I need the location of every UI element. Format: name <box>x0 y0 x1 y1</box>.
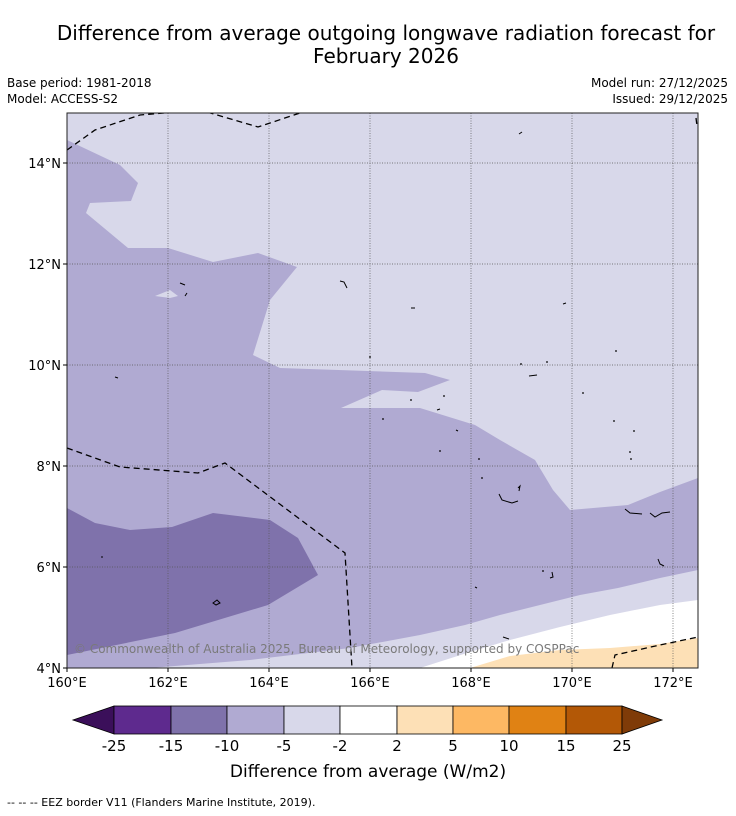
island <box>657 558 665 567</box>
lon-label: 166°E <box>350 676 390 691</box>
island <box>114 376 119 379</box>
plot-frame <box>66 112 699 669</box>
island <box>613 420 615 422</box>
lon-label: 162°E <box>148 676 188 691</box>
lon-label: 168°E <box>451 676 491 691</box>
island <box>549 571 554 579</box>
issued-date: Issued: 29/12/2025 <box>612 92 728 106</box>
colorbar-tick-label: 2 <box>392 737 402 755</box>
colorbar-segment <box>226 705 285 735</box>
colorbar-tick-label: -25 <box>102 737 127 755</box>
lat-labels: 14°N 12°N 10°N 8°N 6°N 4°N <box>28 157 61 677</box>
island <box>498 493 519 504</box>
meta-left: Base period: 1981-2018 Model: ACCESS-S2 <box>7 75 152 107</box>
island <box>184 292 188 297</box>
lat-label: 8°N <box>37 460 62 475</box>
colorbar-tick-label: 25 <box>612 737 631 755</box>
islands <box>101 131 671 640</box>
island <box>520 363 522 365</box>
lon-labels: 160°E 162°E 164°E 166°E 168°E 170°E 172°… <box>47 676 693 691</box>
island <box>179 282 186 286</box>
colorbar-segment <box>396 705 454 735</box>
colorbar-segment <box>113 705 172 735</box>
meta-right: Model run: 27/12/2025 Issued: 29/12/2025 <box>591 75 728 107</box>
island <box>478 458 480 460</box>
lon-label: 172°E <box>653 676 693 691</box>
model-name: Model: ACCESS-S2 <box>7 92 119 106</box>
band-light-orange <box>470 638 698 668</box>
model-run: Model run: 27/12/2025 <box>590 76 728 90</box>
base-period: Base period: 1981-2018 <box>7 76 152 90</box>
band-light-patch <box>155 290 178 298</box>
colorbar-tick-label: 10 <box>499 737 518 755</box>
colorbar-segment <box>283 705 341 735</box>
lat-label: 4°N <box>37 662 62 677</box>
island <box>436 408 441 411</box>
island <box>630 458 632 460</box>
island <box>518 131 523 135</box>
band-dark-purple <box>67 508 318 655</box>
island <box>562 302 567 305</box>
colorbar-label: Difference from average (W/m2) <box>229 762 507 782</box>
title-line-1: Difference from average outgoing longwav… <box>56 21 716 45</box>
colorbar-tick-label: -5 <box>277 737 292 755</box>
island <box>649 511 671 518</box>
colorbar-ticks: -25 -15 -10 -5 -2 2 5 10 15 25 <box>102 737 632 755</box>
island <box>502 636 510 640</box>
colorbar-segment <box>452 705 510 735</box>
colorbar-tick-label: 15 <box>556 737 575 755</box>
island-dots <box>369 350 635 572</box>
colorbar-segment <box>170 705 228 735</box>
colorbar-segment <box>565 705 623 735</box>
map-title: Difference from average outgoing longwav… <box>0 22 736 68</box>
map-plot-area: © Commonwealth of Australia 2025, Bureau… <box>67 113 698 668</box>
colorbar-extend-high <box>621 705 664 735</box>
axis-ticks <box>63 162 674 672</box>
island <box>615 350 617 352</box>
lon-label: 160°E <box>47 676 87 691</box>
lat-label: 6°N <box>37 561 62 576</box>
colorbar-segment <box>508 705 567 735</box>
colorbar-extend-low <box>71 705 115 735</box>
eez-legend-note: -- -- -- EEZ border V11 (Flanders Marine… <box>7 796 316 809</box>
island <box>629 451 631 453</box>
lon-label: 170°E <box>552 676 592 691</box>
lat-label: 12°N <box>28 258 61 273</box>
island <box>443 395 445 397</box>
island <box>369 356 371 358</box>
island <box>542 570 544 572</box>
lat-label: 14°N <box>28 157 61 172</box>
title-line-2: February 2026 <box>313 44 459 68</box>
colorbar-tick-label: 5 <box>448 737 458 755</box>
lat-label: 10°N <box>28 359 61 374</box>
island <box>633 430 635 432</box>
island <box>624 508 643 515</box>
colorbar-tick-label: -15 <box>159 737 184 755</box>
island <box>339 280 348 289</box>
eez-border-fragment <box>695 117 698 127</box>
eez-border-west <box>67 447 353 668</box>
island <box>212 599 221 606</box>
graticule <box>67 113 698 668</box>
island <box>455 429 459 432</box>
colorbar: -25 -15 -10 -5 -2 2 5 10 15 25 <box>71 705 664 755</box>
island <box>517 484 521 492</box>
island <box>474 586 478 589</box>
colorbar-tick-label: -10 <box>215 737 240 755</box>
lon-label: 164°E <box>249 676 289 691</box>
island <box>410 399 412 401</box>
colorbar-segment <box>339 705 398 735</box>
island <box>439 450 441 452</box>
copyright-notice: © Commonwealth of Australia 2025, Bureau… <box>74 642 579 656</box>
island <box>481 477 483 479</box>
island <box>546 361 548 363</box>
island <box>528 374 538 377</box>
eez-borders <box>67 113 698 668</box>
island <box>582 392 584 394</box>
island <box>382 418 384 420</box>
colorbar-tick-label: -2 <box>333 737 348 755</box>
